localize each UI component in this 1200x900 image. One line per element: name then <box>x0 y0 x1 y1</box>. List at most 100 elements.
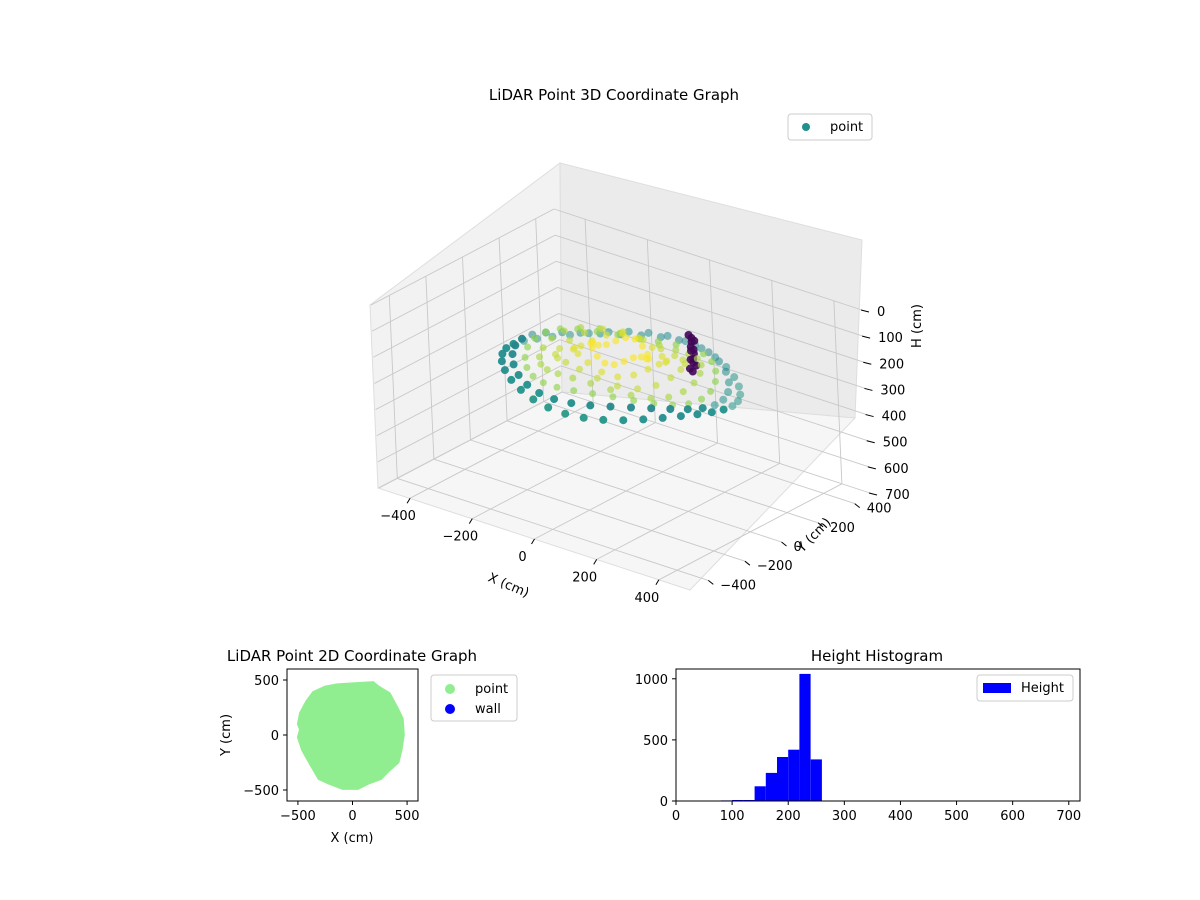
legend-2d-marker-point <box>445 684 455 694</box>
point-3d <box>629 354 637 362</box>
grid-line-z <box>561 391 874 495</box>
histogram-bar <box>788 749 800 801</box>
z-tick-label-3d: 600 <box>884 462 909 477</box>
z-tick-mark-3d <box>862 335 871 339</box>
point-3d <box>562 358 570 366</box>
point-3d <box>700 350 707 358</box>
ticks-3d: −400−2000200400−400−20002004000100200300… <box>380 305 910 606</box>
point-3d <box>588 344 596 352</box>
chart-2d-title: LiDAR Point 2D Coordinate Graph <box>227 647 477 665</box>
grid-line-x <box>709 259 718 444</box>
point-3d <box>566 336 574 344</box>
point-3d <box>698 395 705 403</box>
point-3d <box>697 361 705 369</box>
legend-histogram-swatch <box>983 683 1011 693</box>
histogram-bar <box>765 772 777 801</box>
x-tick-label-2d: 500 <box>395 809 420 824</box>
point-3d <box>523 380 532 389</box>
grid-line-z <box>370 208 555 306</box>
point-3d <box>622 334 630 342</box>
point-3d <box>586 401 595 410</box>
point-3d <box>655 360 663 368</box>
point-3d <box>719 405 728 414</box>
point-3d <box>690 379 698 387</box>
point-3d <box>539 379 547 387</box>
point-3d <box>734 382 743 391</box>
point-3d <box>637 353 645 361</box>
ticks-histogram: 0 100 200 300 400 500 600 700 0 500 1000 <box>635 673 1081 824</box>
grid-line-x <box>771 280 781 464</box>
point-3d <box>556 345 564 352</box>
point-3d <box>696 369 704 377</box>
x-axis-label-2d: X (cm) <box>331 831 374 846</box>
z-tick-mark-3d <box>860 309 870 313</box>
point-3d <box>574 350 582 358</box>
point-3d <box>658 352 666 360</box>
point-3d <box>550 395 559 404</box>
z-tick-mark-3d <box>867 466 876 470</box>
point-3d <box>602 331 610 339</box>
z-tick-label-3d: 500 <box>883 436 908 451</box>
z-tick-mark-3d <box>865 414 874 418</box>
point-3d <box>676 412 685 421</box>
axes-frame-histogram <box>675 668 1081 802</box>
point-3d <box>684 331 693 339</box>
point-3d <box>576 365 583 373</box>
point-3d <box>589 390 597 398</box>
histogram-title: Height Histogram <box>811 647 943 665</box>
point-3d <box>614 373 622 381</box>
y-tick-mark-3d <box>781 541 787 547</box>
point-3d <box>531 334 539 342</box>
x-tick-label-3d: 0 <box>518 550 526 565</box>
point-3d <box>698 404 707 413</box>
point-3d <box>524 343 532 351</box>
point-3d <box>599 325 607 333</box>
y-tick-label-3d: 200 <box>830 521 855 536</box>
point-3d <box>587 379 595 387</box>
grid-line-z <box>375 313 559 410</box>
point-3d <box>730 373 739 382</box>
point-3d <box>514 371 523 379</box>
grid-line-x <box>584 219 594 403</box>
x-tick-label-histogram: 200 <box>776 809 801 824</box>
z-tick-label-3d: 200 <box>879 357 904 372</box>
point-3d <box>620 357 628 365</box>
chart-histogram: Height Histogram 0 100 200 300 400 500 600 7000… <box>635 647 1081 824</box>
point-3d <box>728 402 737 411</box>
point-3d <box>648 344 656 351</box>
point-3d <box>663 331 672 340</box>
point-3d <box>639 415 648 424</box>
point-3d <box>511 341 520 350</box>
grid-line-x <box>833 300 843 484</box>
point-3d <box>553 383 561 391</box>
chart-3d: LiDAR Point 3D Coordinate Graph −400−200… <box>369 86 925 606</box>
point-3d <box>539 344 547 352</box>
point-area-2d <box>296 681 405 790</box>
point-3d <box>657 345 665 353</box>
legend-2d: point wall <box>430 674 518 722</box>
histogram-bar <box>810 759 822 801</box>
grid-line-z <box>553 208 866 312</box>
point-3d <box>627 391 635 399</box>
z-tick-mark-3d <box>863 361 872 365</box>
legend-histogram-label: Height <box>1021 681 1064 696</box>
legend-3d-label: point <box>830 120 863 135</box>
legend-3d-marker <box>802 123 810 131</box>
point-3d <box>666 405 675 413</box>
point-3d <box>672 346 680 354</box>
histogram-bar <box>777 757 789 801</box>
point-3d <box>724 388 733 396</box>
grid-line-z <box>556 260 868 364</box>
point-3d <box>529 395 538 404</box>
grid-line-y <box>397 477 709 581</box>
point-3d <box>630 371 638 379</box>
point-3d <box>634 385 642 393</box>
y-axis-label-2d: Y (cm) <box>219 714 234 757</box>
grid-line-y <box>506 420 819 524</box>
z-tick-label-3d: 100 <box>878 331 903 346</box>
x-tick-mark-3d <box>406 497 411 504</box>
x-tick-label-histogram: 700 <box>1056 809 1081 824</box>
z-tick-mark-3d <box>866 440 875 444</box>
point-3d <box>537 360 545 368</box>
